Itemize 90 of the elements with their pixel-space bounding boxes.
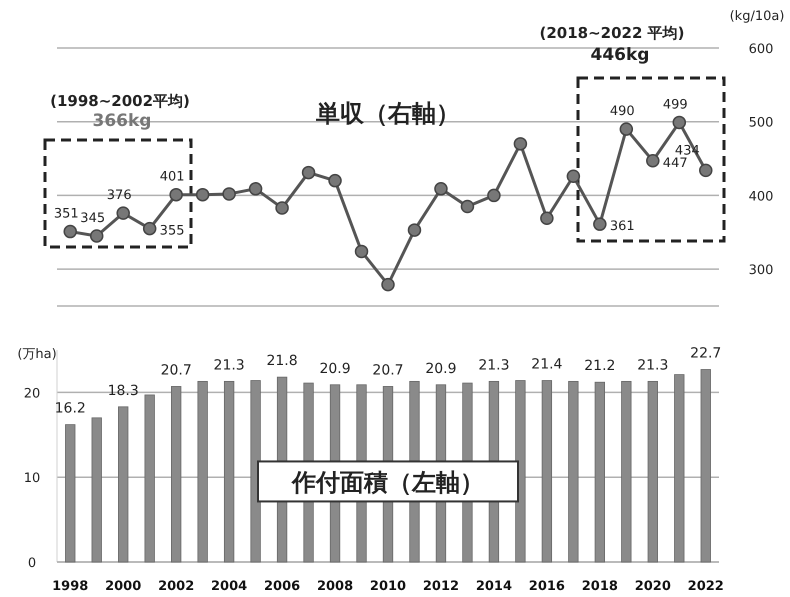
point [142, 222, 156, 236]
data-label: 20.7 [160, 362, 192, 378]
data-label: 376 [106, 188, 132, 204]
point [275, 201, 289, 215]
data-label: 345 [80, 210, 106, 226]
data-label: 20.9 [319, 360, 351, 377]
point [196, 188, 210, 202]
data-label: 499 [662, 97, 688, 112]
point [328, 174, 342, 188]
point [646, 154, 660, 168]
bar [515, 380, 526, 562]
data-label: 490 [610, 104, 635, 120]
point [672, 116, 686, 130]
point [514, 137, 528, 151]
y-tick-label: 400 [748, 189, 774, 204]
data-label: 20.7 [372, 362, 404, 378]
x-tick-label: 2002 [158, 579, 194, 594]
point [434, 182, 448, 196]
x-tick-label: 2010 [370, 579, 406, 594]
text: (2018~2022 平均) [540, 24, 684, 42]
point [222, 187, 236, 201]
point [248, 182, 262, 196]
data-label: 361 [610, 219, 635, 234]
x-tick-label: 2016 [528, 579, 565, 594]
x-tick-label: 2022 [688, 579, 724, 594]
point [116, 206, 130, 220]
point [566, 170, 580, 184]
bar [224, 380, 234, 562]
bar [92, 417, 102, 562]
bar [700, 369, 711, 562]
data-label: 21.3 [214, 357, 245, 374]
point [354, 244, 368, 258]
data-label: 22.7 [690, 346, 722, 362]
data-label: 21.4 [531, 356, 563, 373]
data-label: 351 [54, 206, 79, 222]
bar [568, 380, 579, 562]
x-tick-label: 2006 [264, 579, 300, 594]
y-tick-label: 600 [748, 42, 774, 57]
data-label: 21.3 [637, 357, 668, 374]
point [63, 224, 77, 238]
data-label: 16.2 [54, 400, 86, 417]
bar [594, 382, 606, 562]
x-tick-label: 1998 [52, 579, 88, 594]
series-label: 単収（右軸） [315, 100, 460, 128]
data-label: 21.2 [584, 358, 616, 374]
point [620, 122, 634, 136]
data-label: 21.8 [266, 353, 298, 370]
point [460, 200, 474, 214]
y-tick-label: 0 [28, 556, 36, 571]
point [540, 212, 554, 226]
data-label: 18.3 [108, 382, 139, 399]
bar [542, 380, 552, 562]
point [408, 223, 422, 237]
y-tick-label: 20 [24, 386, 40, 402]
x-tick-label: 2004 [211, 579, 248, 594]
bar [65, 424, 76, 562]
x-tick-label: 2020 [634, 579, 671, 594]
x-tick-label: 2000 [105, 579, 142, 594]
annotation: 446kg [590, 45, 650, 65]
x-tick-label: 2018 [582, 579, 618, 594]
x-tick-label: 2012 [422, 579, 460, 594]
data-label: 21.3 [478, 357, 510, 374]
data-label: 20.9 [425, 360, 457, 377]
data-label: 401 [160, 170, 185, 185]
series-label: 作付面積（左軸） [291, 468, 484, 496]
point [381, 278, 395, 292]
point [487, 188, 501, 202]
bar [118, 406, 128, 562]
point [169, 188, 183, 202]
bar [170, 386, 182, 562]
data-label: 355 [160, 224, 185, 239]
y-tick-label: 10 [24, 471, 40, 486]
bar [621, 380, 632, 562]
point [90, 229, 104, 243]
point [302, 166, 316, 180]
bar [197, 380, 208, 562]
bar [144, 394, 155, 562]
bar [648, 380, 658, 562]
point [699, 164, 713, 178]
bar [674, 374, 684, 562]
y-axis-title: (kg/10a) [730, 9, 784, 24]
y-tick-label: 500 [748, 116, 774, 131]
x-tick-label: 2014 [476, 579, 512, 594]
data-label: 447 [662, 156, 688, 171]
y-tick-label: 300 [748, 263, 774, 278]
annotation: (1998~2002平均) [50, 92, 190, 110]
y-axis-title: (万ha) [17, 347, 57, 362]
bar [250, 380, 261, 562]
x-tick-label: 2008 [316, 579, 354, 594]
point [593, 217, 607, 231]
